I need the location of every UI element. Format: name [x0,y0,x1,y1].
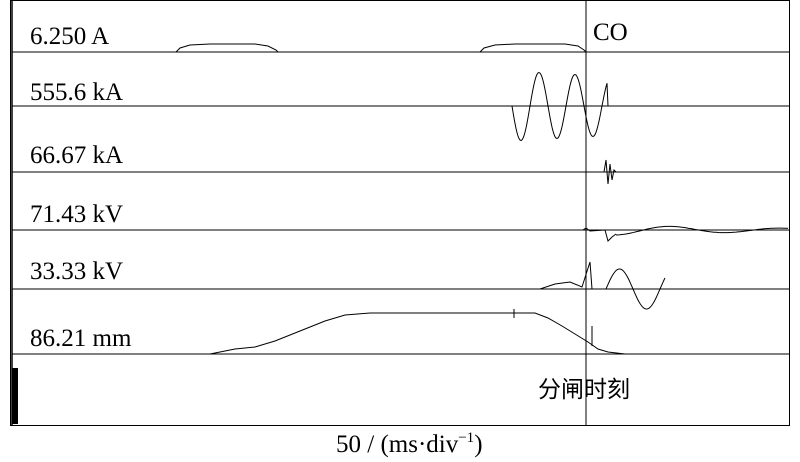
channel-label-1: 6.250 A [30,23,109,50]
channel-traces [175,43,789,355]
channel-label-3: 66.67 kA [30,142,123,169]
ch4-voltage-recovery [615,225,789,236]
ch5-transient [605,268,666,310]
frame-left-marker-bar [12,368,18,424]
channel-label-4: 71.43 kV [30,201,123,228]
ch3-current-burst [600,159,617,185]
plot-frame [10,0,790,426]
x-axis-caption-close: ) [474,431,482,458]
ch4-pre-trip [510,227,617,242]
ch5-pre-trip [510,261,603,290]
co-marker-label: CO [593,19,628,46]
ch2-current-waveform [511,71,610,142]
ch6-contact-travel [209,312,640,355]
channel-label-5: 33.33 kV [30,258,123,285]
x-axis-caption-exponent: −1 [458,430,474,446]
trip-instant-label: 分闸时刻 [538,377,630,403]
channel-baselines [12,51,789,355]
frame-border [10,0,790,426]
channel-label-2: 555.6 kA [30,79,123,106]
x-axis-caption: 50 / (ms·div−1) [336,430,483,458]
ch1-close-coil-current [175,43,279,53]
channel-label-6: 86.21 mm [30,325,132,352]
channel-labels: 6.250 A 555.6 kA 66.67 kA 71.43 kV 33.33 kV 8… [30,23,132,352]
x-axis-caption-main: 50 / (ms·div [336,431,459,458]
ch1-open-coil-current [479,43,587,53]
